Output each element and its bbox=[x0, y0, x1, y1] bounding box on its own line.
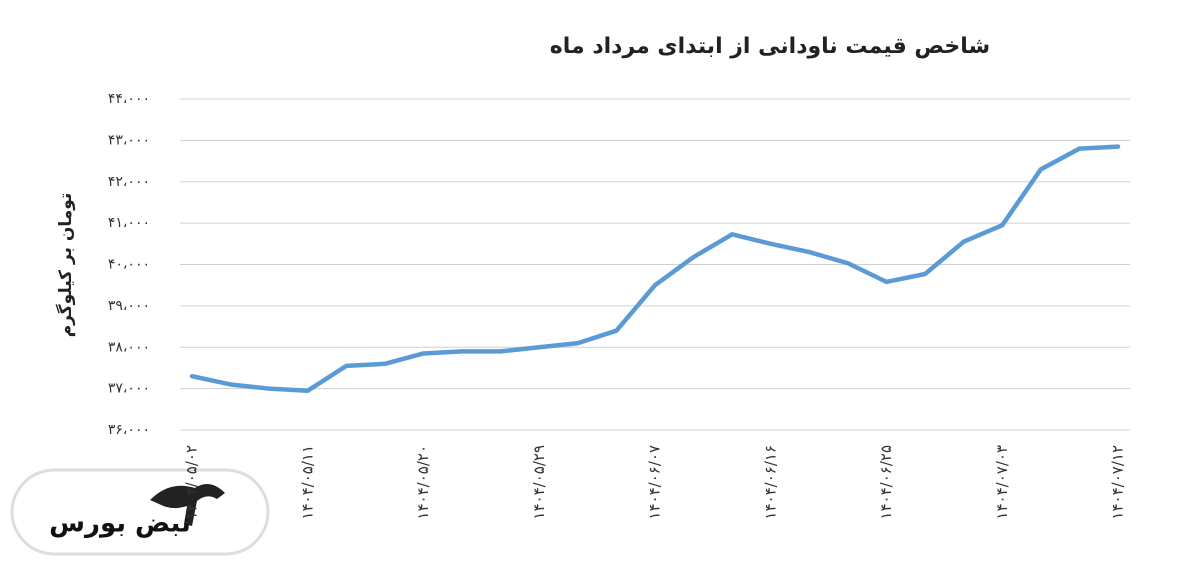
x-tick-label: ۱۴۰۴/۰۵/۲۹ bbox=[530, 445, 548, 520]
y-tick-label: ۴۴،۰۰۰ bbox=[108, 91, 150, 107]
y-tick-label: ۳۷،۰۰۰ bbox=[108, 381, 150, 397]
x-tick-label: ۱۴۰۴/۰۵/۰۲ bbox=[183, 445, 201, 520]
y-tick-label: ۴۰،۰۰۰ bbox=[108, 257, 150, 273]
y-tick-label: ۳۶،۰۰۰ bbox=[108, 422, 150, 438]
x-tick-label: ۱۴۰۴/۰۵/۲۰ bbox=[414, 445, 432, 520]
y-tick-label: ۴۲،۰۰۰ bbox=[108, 174, 150, 190]
y-tick-label: ۴۳،۰۰۰ bbox=[108, 132, 150, 148]
logo: نبض بورس bbox=[10, 468, 270, 556]
x-tick-label: ۱۴۰۴/۰۷/۱۲ bbox=[1109, 445, 1127, 520]
x-tick-label: ۱۴۰۴/۰۶/۱۶ bbox=[761, 445, 779, 520]
logo-text: نبض بورس bbox=[49, 509, 191, 539]
y-tick-label: ۳۸،۰۰۰ bbox=[108, 339, 150, 355]
x-tick-label: ۱۴۰۴/۰۷/۰۳ bbox=[993, 445, 1011, 520]
x-tick-label: ۱۴۰۴/۰۶/۰۷ bbox=[646, 445, 664, 520]
x-tick-label: ۱۴۰۴/۰۵/۱۱ bbox=[298, 445, 316, 520]
y-tick-label: ۳۹،۰۰۰ bbox=[108, 298, 150, 314]
logo-icon bbox=[150, 484, 225, 526]
y-tick-label: ۴۱،۰۰۰ bbox=[108, 215, 150, 231]
y-axis-label: تومان بر کیلوگرم bbox=[55, 193, 76, 338]
chart-title: شاخص قیمت ناودانی از ابتدای مرداد ماه bbox=[550, 34, 990, 59]
x-tick-label: ۱۴۰۴/۰۶/۲۵ bbox=[877, 445, 895, 520]
data-line bbox=[189, 144, 1121, 393]
